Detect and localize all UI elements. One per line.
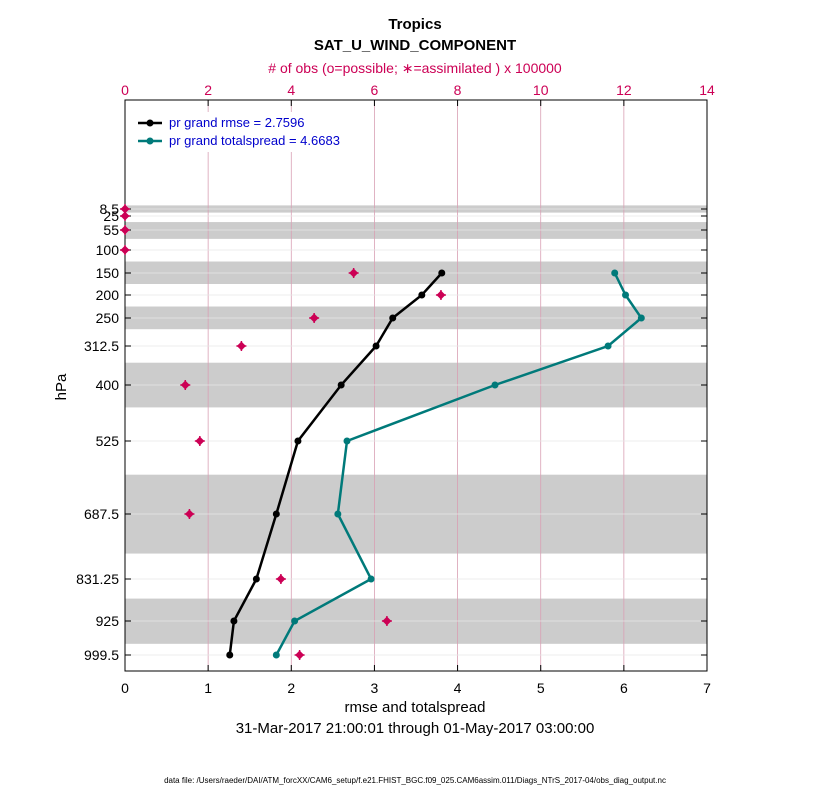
obs-marker	[236, 341, 247, 351]
y-axis-label: hPa	[53, 373, 70, 400]
x-tick-label: 7	[703, 680, 711, 696]
obs-marker	[180, 380, 191, 390]
series-totalspread-point	[622, 291, 630, 299]
legend-rmse-marker	[146, 119, 154, 127]
y-tick-label: 312.5	[84, 338, 119, 354]
obs-marker	[194, 436, 205, 446]
series-rmse-point	[226, 651, 234, 659]
obs-marker	[275, 574, 286, 584]
top-tick-label: 14	[699, 82, 715, 98]
obs-marker	[120, 225, 130, 235]
series-totalspread-point	[291, 617, 299, 625]
obs-marker	[381, 616, 392, 626]
series-totalspread-point	[491, 381, 499, 389]
y-tick-label: 200	[96, 287, 120, 303]
y-tick-label: 8.5	[100, 201, 120, 217]
top-tick-label: 4	[287, 82, 295, 98]
top-tick-label: 12	[616, 82, 632, 98]
series-totalspread-point	[272, 651, 280, 659]
top-tick-label: 10	[533, 82, 549, 98]
legend-totalspread-marker	[146, 137, 154, 145]
obs-marker	[120, 245, 130, 255]
series-rmse-point	[372, 342, 380, 350]
x-axis-ticks: 0 1 2 3 4 5 6 7	[121, 100, 711, 696]
legend-box	[135, 112, 365, 152]
y-tick-label: 831.25	[76, 571, 119, 587]
x-tick-label: 1	[204, 680, 212, 696]
top-tick-label: 6	[371, 82, 379, 98]
series-rmse-point	[294, 437, 302, 445]
top-axis-ticks: 0 2 4 6 8 10 12 14	[121, 82, 715, 98]
top-tick-label: 8	[454, 82, 462, 98]
top-axis-label: # of obs (o=possible; ∗=assimilated ) x …	[268, 60, 562, 76]
legend: pr grand rmse = 2.7596 pr grand totalspr…	[135, 112, 365, 152]
y-tick-label: 925	[96, 613, 120, 629]
x-tick-label: 6	[620, 680, 628, 696]
top-tick-label: 0	[121, 82, 129, 98]
y-tick-label: 100	[96, 242, 120, 258]
x-tick-label: 5	[537, 680, 545, 696]
y-tick-label: 150	[96, 265, 120, 281]
y-tick-label: 525	[96, 433, 120, 449]
series-totalspread-line	[275, 272, 643, 656]
x-tick-label: 0	[121, 680, 129, 696]
obs-marker	[348, 268, 359, 278]
series-rmse-point	[252, 575, 260, 583]
legend-rmse-label: pr grand rmse = 2.7596	[169, 115, 305, 130]
series-rmse-point	[230, 617, 238, 625]
series-totalspread-point	[637, 314, 645, 322]
obs-assimilated-series	[120, 204, 446, 660]
series-rmse-point	[438, 269, 446, 277]
x-tick-label: 2	[287, 680, 295, 696]
chart-title: Tropics	[388, 16, 441, 33]
chart-subtitle: SAT_U_WIND_COMPONENT	[314, 37, 516, 54]
data-series	[226, 269, 645, 659]
x-axis-label: rmse and totalspread	[345, 699, 486, 716]
series-totalspread-point	[334, 510, 342, 518]
y-tick-label: 25	[103, 208, 119, 224]
series-totalspread-point	[367, 575, 375, 583]
top-tick-label: 2	[204, 82, 212, 98]
obs-marker	[294, 650, 305, 660]
y-tick-label: 250	[96, 310, 120, 326]
footnote: data file: /Users/raeder/DAI/ATM_forcXX/…	[164, 776, 666, 785]
series-rmse-point	[272, 510, 280, 518]
x-tick-label: 4	[454, 680, 462, 696]
series-totalspread-point	[343, 437, 351, 445]
series-rmse-point	[337, 381, 345, 389]
series-totalspread-point	[611, 269, 619, 277]
series-rmse-point	[389, 314, 397, 322]
y-tick-label: 687.5	[84, 506, 119, 522]
horizontal-gridlines	[125, 208, 707, 656]
y-tick-label: 55	[103, 222, 119, 238]
y-tick-label: 999.5	[84, 647, 119, 663]
y-tick-label: 400	[96, 377, 120, 393]
legend-totalspread-label: pr grand totalspread = 4.6683	[169, 133, 340, 148]
series-totalspread-point	[604, 342, 612, 350]
obs-marker	[184, 509, 195, 519]
obs-marker	[120, 211, 130, 221]
series-rmse-line	[228, 272, 443, 656]
series-rmse-point	[418, 291, 426, 299]
date-range: 31-Mar-2017 21:00:01 through 01-May-2017…	[236, 720, 595, 737]
obs-marker	[309, 313, 320, 323]
obs-marker	[435, 290, 446, 300]
obs-marker	[120, 204, 130, 214]
shaded-band	[125, 222, 707, 239]
x-tick-label: 3	[371, 680, 379, 696]
